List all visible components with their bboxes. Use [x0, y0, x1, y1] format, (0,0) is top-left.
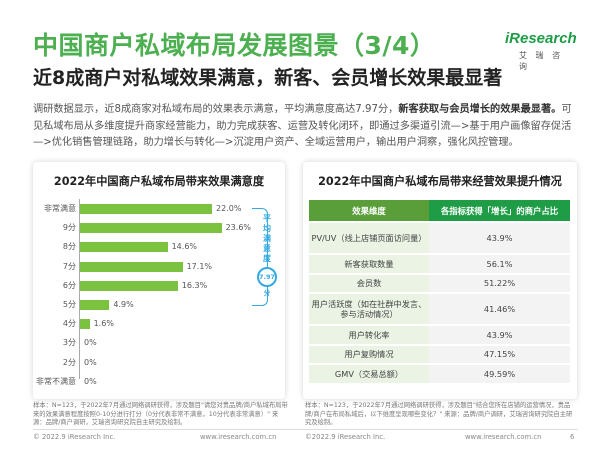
summary-bold: 新客获取与会员增长的效果最显著。 — [398, 104, 562, 115]
table-row: 用户转化率 43.9% — [309, 326, 570, 344]
bar — [80, 319, 90, 330]
table-cell-share: 43.9% — [429, 326, 570, 344]
bar-value-label: 14.6% — [171, 242, 198, 252]
page-number: 6 — [570, 433, 575, 441]
bar-category-label: 非常不满意 — [36, 376, 76, 386]
bar-category-label: 3分 — [62, 338, 76, 348]
bar — [80, 242, 168, 253]
bar — [80, 300, 110, 310]
effect-table: 效果维度 各指标获得「增长」的商户占比 PV/UV（线上店铺页面访问量） 43.9… — [309, 198, 570, 385]
bar-category-label: 8分 — [62, 242, 76, 252]
table-cell-share: 49.59% — [429, 365, 570, 383]
bar-category-label: 7分 — [62, 261, 76, 271]
table-cell-share: 56.1% — [429, 255, 570, 273]
bar-value-label: 23.6% — [225, 223, 252, 233]
bar-value-label: 16.3% — [181, 280, 208, 290]
bar-category-label: 非常满意 — [44, 204, 76, 213]
table-cell-dimension: PV/UV（线上店铺页面访问量） — [309, 223, 429, 253]
table-row: 用户复购情况 47.15% — [309, 345, 570, 363]
footer-left-url: www.iresearch.com.cn — [200, 433, 277, 441]
table-row: PV/UV（线上店铺页面访问量） 43.9% — [309, 223, 570, 253]
table-cell-dimension: 会员数 — [309, 274, 429, 292]
bar-value-label: 22.0% — [216, 204, 242, 213]
table-cell-share: 41.46% — [429, 294, 570, 324]
bar — [80, 280, 178, 291]
bar-value-label: 0% — [84, 357, 97, 367]
table-cell-dimension: GMV（交易总额） — [309, 365, 429, 383]
average-value: 7.97分 — [257, 267, 277, 297]
bar — [80, 261, 183, 272]
table-cell-share: 51.22% — [429, 274, 570, 292]
table-row: 会员数 51.22% — [309, 274, 570, 292]
effect-table-title: 2022年中国商户私域布局带来经营效果提升情况 — [318, 175, 562, 188]
note-left: 样本：N=123，于2022年7月通过网络调研获得，涉及题目"请您对贵品牌/商户… — [33, 402, 288, 426]
bar-category-label: 6分 — [62, 280, 76, 290]
logo-sub: 艾 瑞 咨 询 — [519, 51, 564, 71]
table-cell-dimension: 新客获取数量 — [309, 255, 429, 273]
table-cell-dimension: 用户转化率 — [309, 326, 429, 344]
table-cell-dimension: 用户复购情况 — [309, 345, 429, 363]
bar — [80, 204, 212, 214]
bar-value-label: 1.6% — [93, 319, 114, 329]
summary-part2: 可见私域布局从多维度提升商家经营能力，助力完成获客、运营及转化闭环，即通过多渠道… — [33, 104, 572, 148]
iresearch-logo: iResearch 艾 瑞 咨 询 — [505, 30, 577, 71]
footer-right-url: www.iresearch.com.cn — [465, 433, 542, 441]
logo-brand: iResearch — [505, 30, 577, 47]
page-subtitle: 近8成商户对私域效果满意，新客、会员增长效果最显著 — [33, 67, 503, 89]
satisfaction-chart-title: 2022年中国商户私域布局带来效果满意度 — [53, 175, 265, 188]
note-right: 样本：N=123，于2022年7月通过网络调研获得，涉及题目"结合您所在店铺的运… — [305, 402, 573, 426]
satisfaction-chart-card: 2022年中国商户私域布局带来效果满意度 — [33, 162, 285, 399]
bar-category-label: 4分 — [62, 319, 76, 329]
bar-category-label: 9分 — [62, 223, 76, 233]
bar-category-label: 5分 — [62, 300, 76, 309]
page-title: 中国商户私域布局发展图景（3/4） — [33, 31, 436, 60]
bar-value-label: 17.1% — [186, 261, 213, 271]
bar-value-label: 0% — [84, 376, 97, 386]
summary-paragraph: 调研数据显示，近8成商家对私域布局的效果表示满意，平均满意度高达7.97分，新客… — [33, 102, 578, 152]
bar-value-label: 4.9% — [113, 300, 134, 309]
table-row: 新客获取数量 56.1% — [309, 255, 570, 273]
table-cell-share: 47.15% — [429, 345, 570, 363]
footer-divider — [33, 429, 578, 430]
table-row: GMV（交易总额） 49.59% — [309, 365, 570, 383]
bar-value-label: 0% — [84, 338, 97, 348]
table-cell-share: 43.9% — [429, 223, 570, 253]
table-row: 用户活跃度（如在社群中发言、参与活动情况） 41.46% — [309, 294, 570, 324]
table-header-share: 各指标获得「增长」的商户占比 — [429, 200, 570, 221]
bar-category-label: 2分 — [62, 357, 76, 367]
table-header-dimension: 效果维度 — [309, 200, 429, 221]
bar — [80, 223, 222, 234]
summary-part1: 调研数据显示，近8成商家对私域布局的效果表示满意，平均满意度高达7.97分， — [33, 104, 399, 115]
bar-chart-axis — [79, 199, 80, 379]
average-label: 平均满意度 — [263, 214, 271, 263]
average-bracket — [252, 208, 268, 306]
table-cell-dimension: 用户活跃度（如在社群中发言、参与活动情况） — [309, 294, 429, 324]
footer-right-copyright: ©2022.9 iResearch Inc. — [305, 433, 386, 441]
footer-left-copyright: © 2022.9 iResearch Inc. — [33, 433, 116, 441]
